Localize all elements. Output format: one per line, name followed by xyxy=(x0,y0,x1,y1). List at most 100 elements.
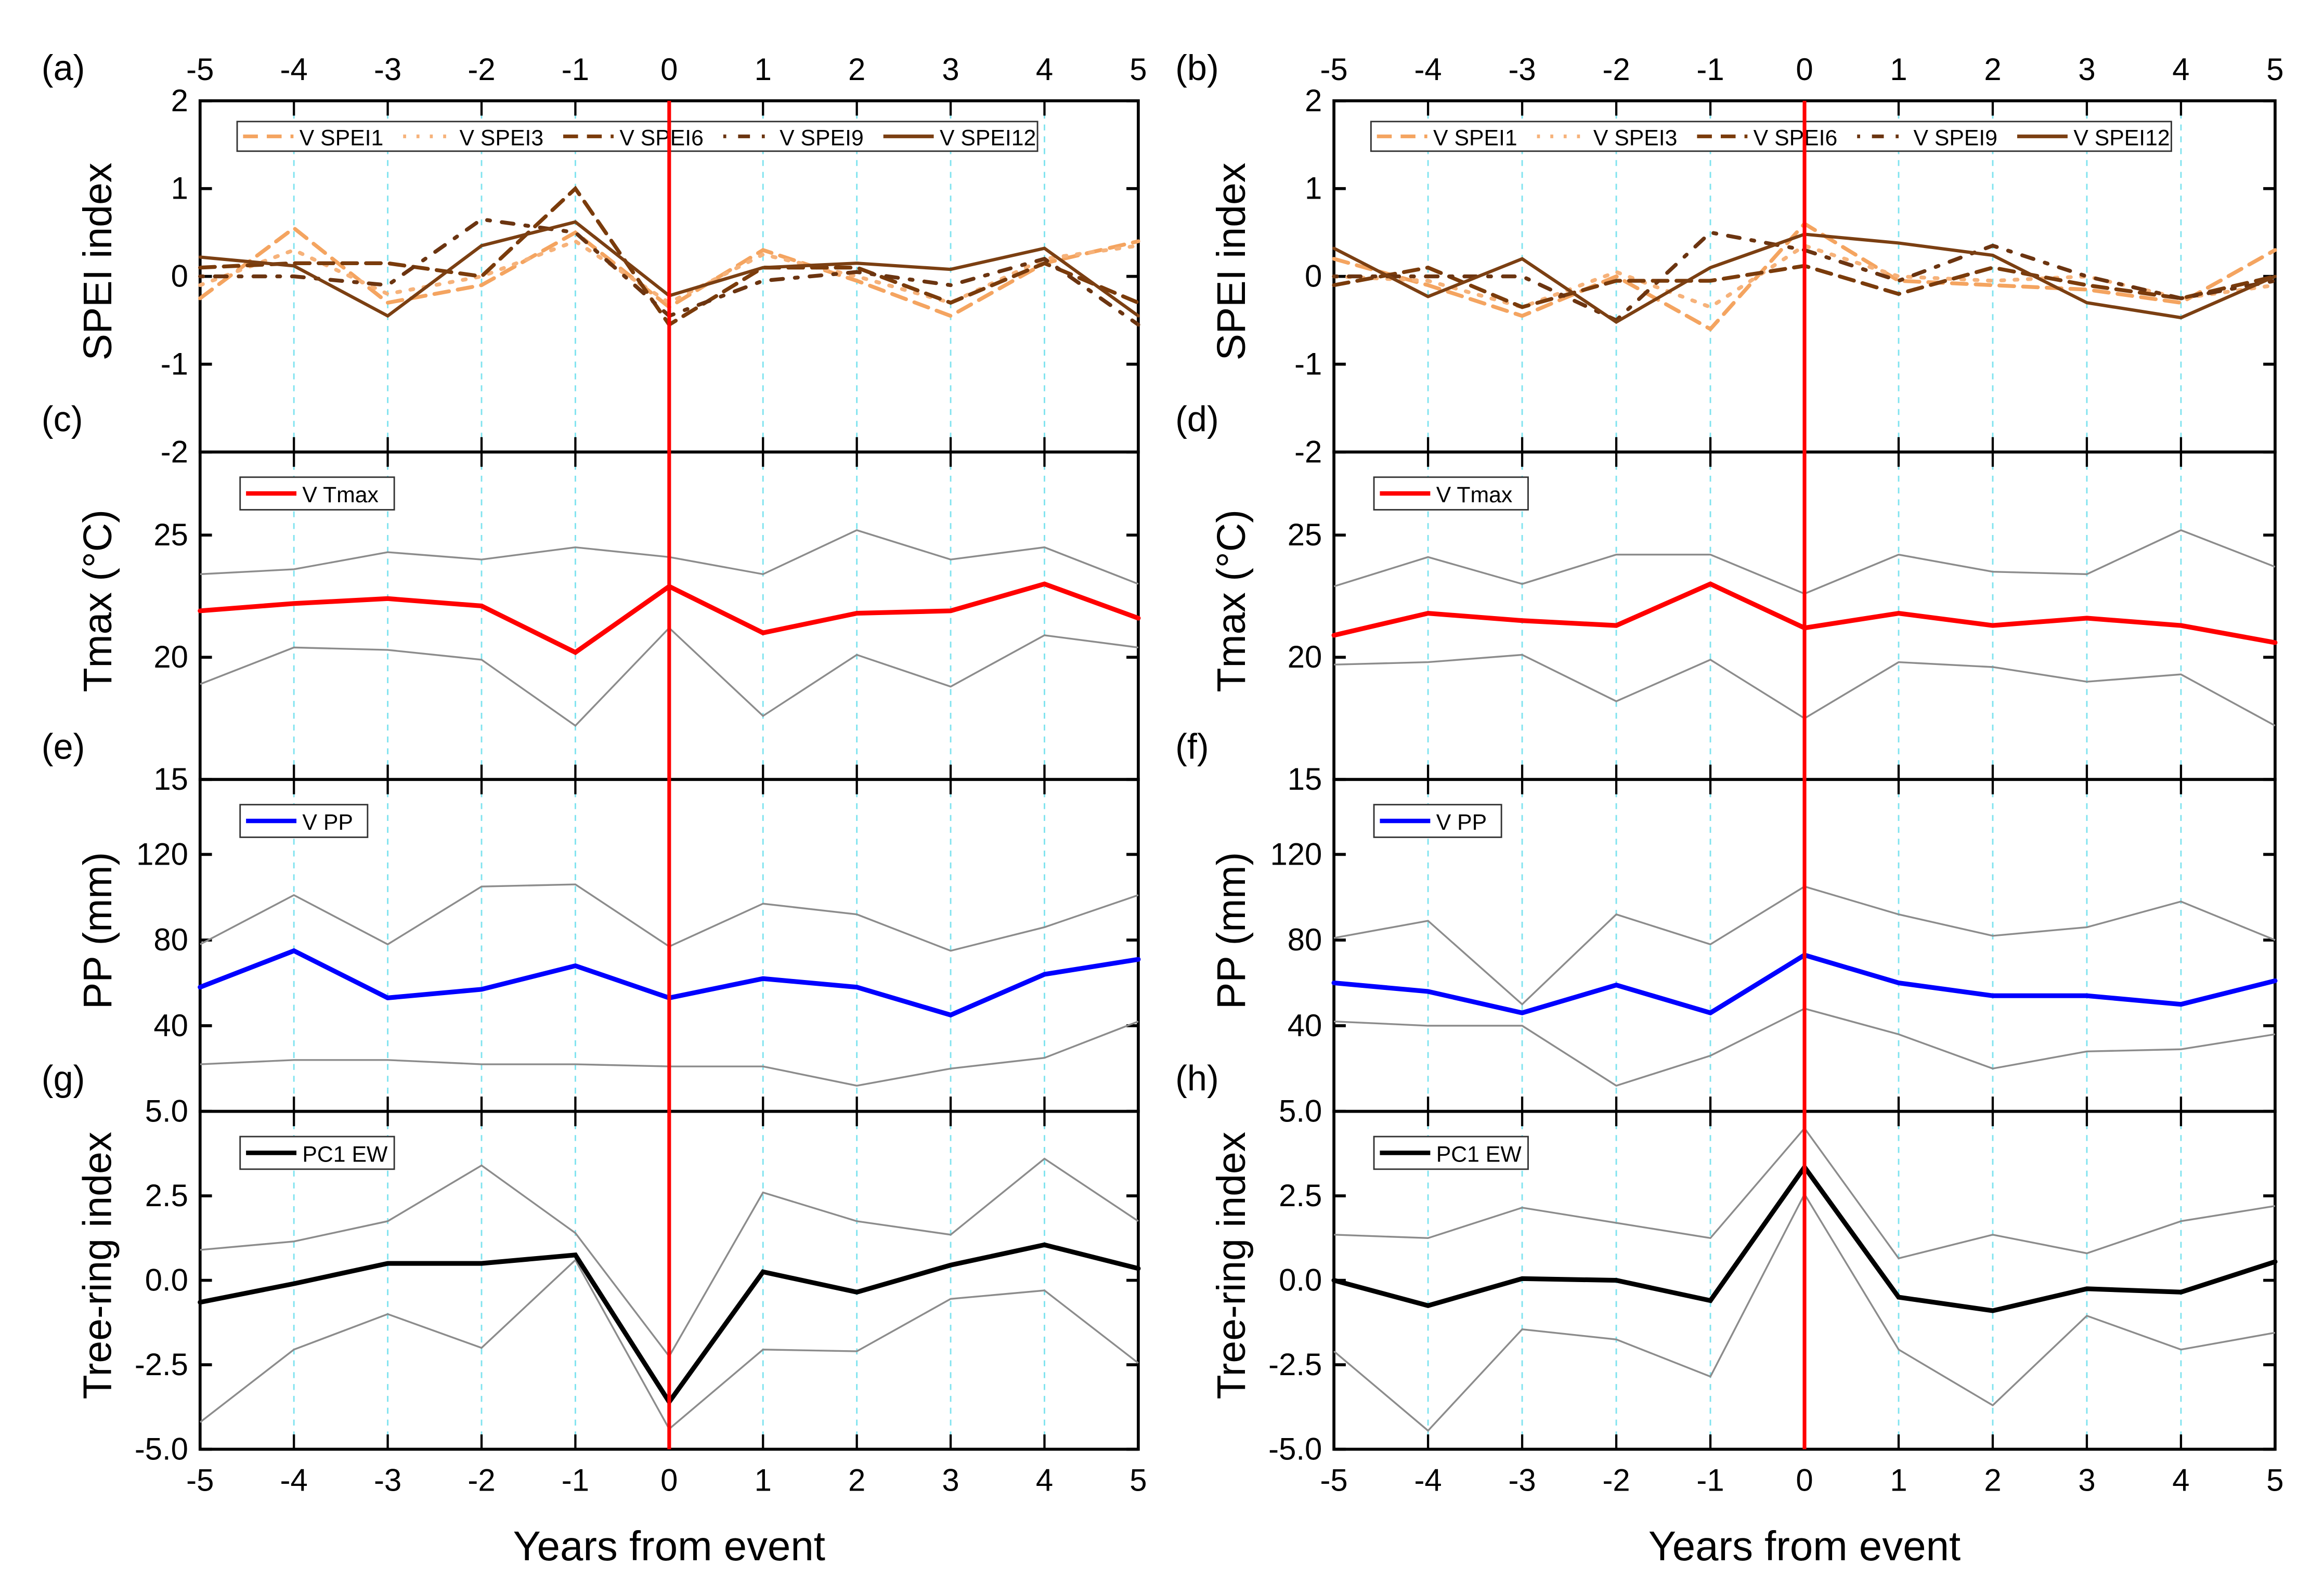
y-tick-label: -2.5 xyxy=(135,1347,188,1382)
legend-label: V SPEI12 xyxy=(2073,125,2170,150)
y-tick-label: 5.0 xyxy=(145,1094,188,1129)
y-axis-label: PP (mm) xyxy=(75,852,120,1009)
x-tick-label: 4 xyxy=(2172,1463,2189,1497)
x-tick-label-top: 3 xyxy=(942,52,959,87)
x-tick-label-top: -4 xyxy=(280,52,308,87)
y-tick-label: 120 xyxy=(1270,837,1322,871)
y-tick-label: 0.0 xyxy=(1279,1263,1322,1298)
y-tick-label: 1 xyxy=(1305,171,1322,206)
y-tick-label: 20 xyxy=(1288,639,1322,674)
x-tick-label-top: -3 xyxy=(1508,52,1536,87)
x-tick-label: -3 xyxy=(1508,1463,1536,1497)
y-tick-label: 40 xyxy=(153,1008,188,1043)
legend-label: V SPEI12 xyxy=(940,125,1036,150)
y-tick-label: 25 xyxy=(153,517,188,552)
y-tick-label: 15 xyxy=(153,762,188,796)
legend-label: V SPEI1 xyxy=(1433,125,1517,150)
panel-label: (a) xyxy=(42,48,85,88)
y-tick-label: -5.0 xyxy=(135,1431,188,1466)
x-tick-label: 5 xyxy=(2266,1463,2283,1497)
legend-label: V SPEI1 xyxy=(300,125,384,150)
panel-label: (f) xyxy=(1175,727,1209,766)
y-tick-label: 2 xyxy=(1305,83,1322,118)
x-tick-label-top: -2 xyxy=(1602,52,1630,87)
subplot-c: 25 20 15 Tmax (°C) (c) V Tmax xyxy=(42,399,1141,796)
y-tick-label: 0.0 xyxy=(145,1263,188,1298)
x-tick-label-top: 0 xyxy=(1796,52,1813,87)
x-tick-label-top: 4 xyxy=(1036,52,1053,87)
y-axis-label: Tree-ring index xyxy=(1209,1132,1254,1400)
subplot-a: 2 1 0 -1 -2 SPEI index (a) V SPEI1 V SPEI3 V SPEI… xyxy=(42,48,1147,469)
x-tick-label: 0 xyxy=(660,1463,678,1497)
x-tick-label: 0 xyxy=(1796,1463,1813,1497)
legend-label: V SPEI6 xyxy=(619,125,704,150)
x-tick-label-top: -4 xyxy=(1414,52,1442,87)
x-tick-label: 3 xyxy=(2078,1463,2095,1497)
legend-label: V SPEI9 xyxy=(780,125,864,150)
y-tick-label: 5.0 xyxy=(1279,1094,1322,1129)
panel-label: (d) xyxy=(1175,399,1219,439)
panel-label: (g) xyxy=(42,1059,85,1099)
panel-label: (c) xyxy=(42,399,83,439)
x-tick-label: 2 xyxy=(1984,1463,2001,1497)
legend-label: PC1 EW xyxy=(1436,1142,1522,1167)
y-tick-label: 2 xyxy=(171,83,188,118)
subplot-d: 25 20 15 Tmax (°C) (d) V Tmax xyxy=(1175,399,2278,796)
y-axis-label: PP (mm) xyxy=(1209,852,1254,1009)
y-tick-label: 15 xyxy=(1288,762,1322,796)
x-tick-label-top: 2 xyxy=(1984,52,2001,87)
x-tick-label-top: 3 xyxy=(2078,52,2095,87)
x-tick-label: -1 xyxy=(562,1463,589,1497)
x-tick-label: -5 xyxy=(1320,1463,1348,1497)
x-tick-label: -1 xyxy=(1696,1463,1724,1497)
y-tick-label: 1 xyxy=(171,171,188,206)
y-tick-label: 25 xyxy=(1288,517,1322,552)
subplot-b: 2 1 0 -1 -2 SPEI index (b) V SPEI1 V SPEI3 V SPEI… xyxy=(1175,48,2283,469)
legend-label: V Tmax xyxy=(302,482,379,507)
y-tick-label: 0 xyxy=(171,259,188,294)
x-tick-label-top: 2 xyxy=(848,52,865,87)
y-axis-label: SPEI index xyxy=(75,163,120,361)
y-axis-label: Tree-ring index xyxy=(75,1132,120,1400)
x-tick-label: 4 xyxy=(1036,1463,1053,1497)
panel-label: (h) xyxy=(1175,1059,1219,1099)
subplot-f: 120 80 40 PP (mm) (f) V PP xyxy=(1175,727,2278,1113)
legend-label: V Tmax xyxy=(1436,482,1513,507)
x-tick-label: 1 xyxy=(755,1463,772,1497)
legend-label: V SPEI3 xyxy=(460,125,544,150)
x-tick-label-top: 5 xyxy=(2266,52,2283,87)
x-axis-label: Years from event xyxy=(513,1523,825,1569)
x-tick-label: -2 xyxy=(1602,1463,1630,1497)
subplot-g: 5.0 2.5 0.0 -2.5 -5.0 Tree-ring index (g) PC1 E… xyxy=(42,1059,1147,1569)
x-tick-label-top: 5 xyxy=(1129,52,1147,87)
x-tick-label-top: -1 xyxy=(562,52,589,87)
x-tick-label-top: 0 xyxy=(660,52,678,87)
y-tick-label: -2 xyxy=(161,434,188,469)
legend-label: PC1 EW xyxy=(302,1142,388,1167)
y-tick-label: 2.5 xyxy=(1279,1178,1322,1213)
y-axis-label: Tmax (°C) xyxy=(75,510,120,692)
legend-box xyxy=(239,476,395,511)
panel-label: (b) xyxy=(1175,48,1219,88)
y-tick-label: 2.5 xyxy=(145,1178,188,1213)
panel-label: (e) xyxy=(42,727,85,766)
y-tick-label: 120 xyxy=(136,837,188,871)
x-tick-label-top: 1 xyxy=(1890,52,1907,87)
x-tick-label: -5 xyxy=(186,1463,214,1497)
y-tick-label: 0 xyxy=(1305,259,1322,294)
subplot-h: 5.0 2.5 0.0 -2.5 -5.0 Tree-ring index (h) PC1 E… xyxy=(1175,1059,2283,1569)
x-tick-label-top: 1 xyxy=(755,52,772,87)
x-tick-label: 3 xyxy=(942,1463,959,1497)
x-tick-label-top: -3 xyxy=(374,52,401,87)
y-tick-label: -1 xyxy=(161,346,188,381)
y-tick-label: -2.5 xyxy=(1268,1347,1322,1382)
legend-label: V SPEI3 xyxy=(1593,125,1678,150)
x-tick-label-top: -5 xyxy=(1320,52,1348,87)
y-axis-label: Tmax (°C) xyxy=(1209,510,1254,692)
x-axis-label: Years from event xyxy=(1648,1523,1961,1569)
x-tick-label-top: -5 xyxy=(186,52,214,87)
legend-label: V SPEI9 xyxy=(1914,125,1998,150)
y-tick-label: -2 xyxy=(1294,434,1322,469)
legend-label: V PP xyxy=(302,810,353,835)
y-axis-label: SPEI index xyxy=(1209,163,1254,361)
